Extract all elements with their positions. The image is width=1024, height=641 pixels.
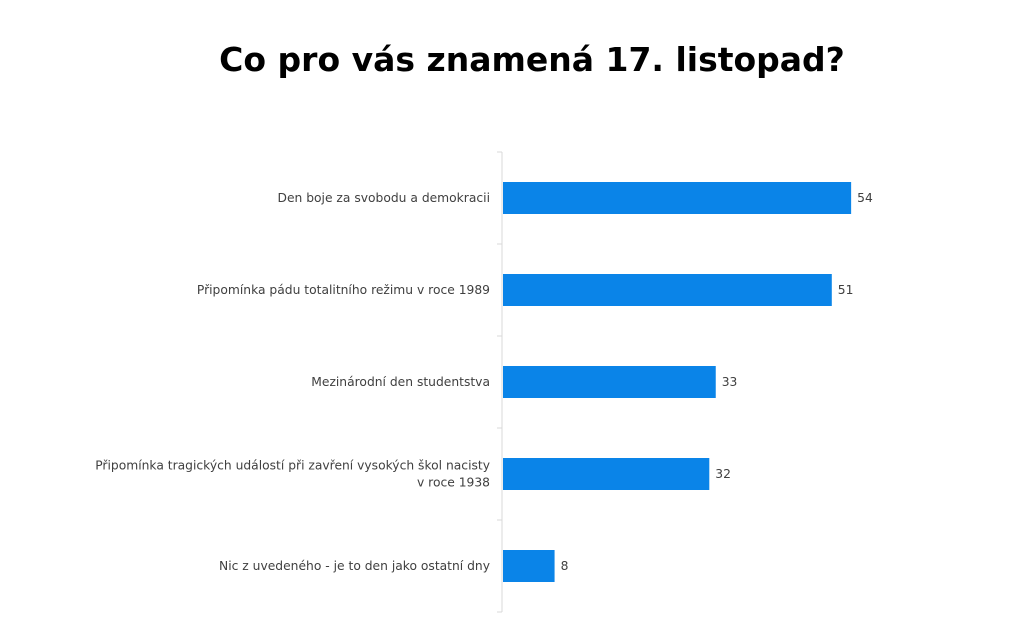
chart-title: Co pro vás znamená 17. listopad? [219, 40, 845, 79]
data-label: 32 [715, 467, 731, 481]
category-axis-ticks [497, 151, 502, 613]
bars-group [503, 182, 852, 582]
bar [503, 274, 832, 306]
data-label: 8 [561, 559, 569, 573]
category-labels-group: Den boje za svobodu a demokracii Připomín… [95, 191, 490, 573]
bar [503, 182, 852, 214]
category-label: Den boje za svobodu a demokracii [277, 191, 490, 205]
data-label: 51 [838, 283, 854, 297]
category-label: Mezinárodní den studentstva [311, 375, 490, 389]
bar [503, 366, 716, 398]
category-label: Připomínka pádu totalitního režimu v roc… [197, 283, 490, 297]
bar [503, 550, 555, 582]
category-label: Připomínka tragických událostí při zavře… [95, 459, 490, 490]
bar [503, 458, 710, 490]
data-label: 54 [857, 191, 873, 205]
category-label: Nic z uvedeného - je to den jako ostatní… [219, 559, 490, 573]
value-labels-group: 54 51 33 32 8 [561, 191, 873, 573]
data-label: 33 [722, 375, 738, 389]
